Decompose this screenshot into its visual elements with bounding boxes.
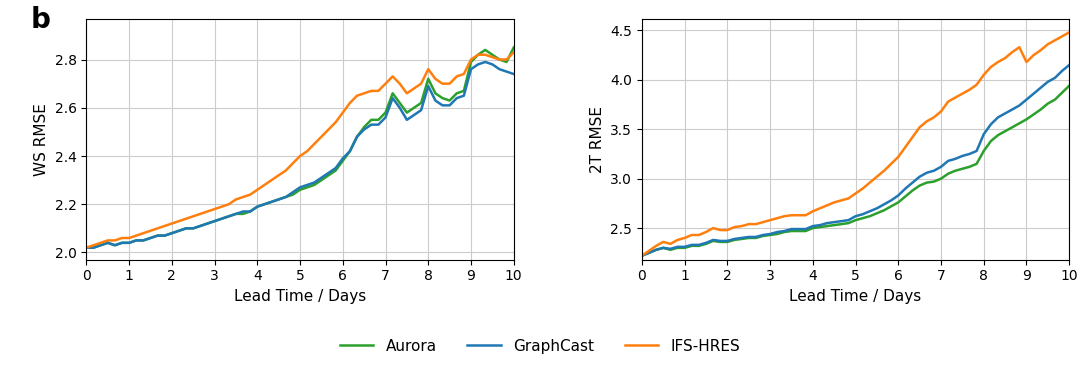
X-axis label: Lead Time / Days: Lead Time / Days [234, 289, 366, 304]
Y-axis label: 2T RMSE: 2T RMSE [590, 106, 605, 173]
X-axis label: Lead Time / Days: Lead Time / Days [789, 289, 921, 304]
Legend: Aurora, GraphCast, IFS-HRES: Aurora, GraphCast, IFS-HRES [334, 332, 746, 359]
Y-axis label: WS RMSE: WS RMSE [35, 103, 49, 175]
Text: b: b [31, 6, 51, 35]
